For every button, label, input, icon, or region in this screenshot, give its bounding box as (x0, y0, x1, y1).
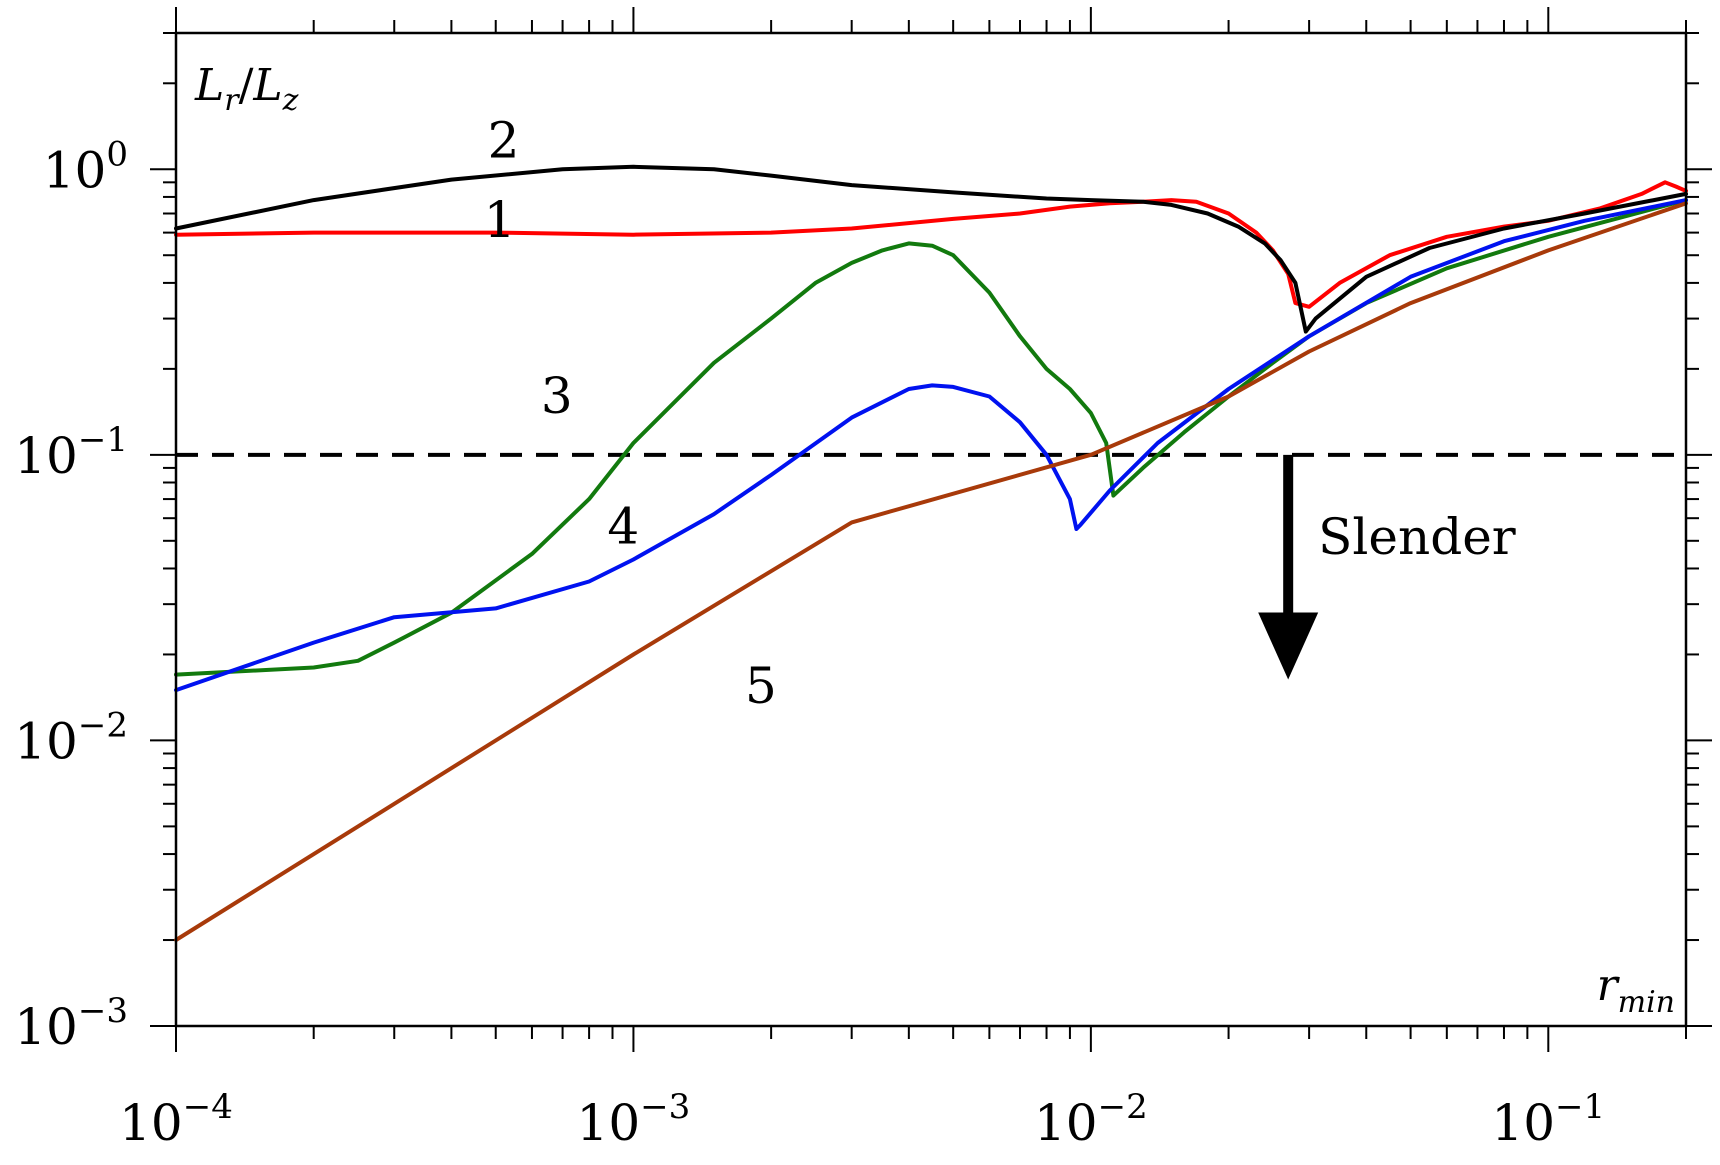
series-line-3 (174, 198, 1688, 677)
y-tick-label: 100 (43, 134, 128, 199)
y-tick-label: 10−3 (14, 991, 128, 1056)
series-label-3: 3 (541, 367, 573, 425)
slender-arrow-head (1258, 612, 1319, 680)
x-tick-label: 10−2 (1034, 1087, 1148, 1152)
series-label-5: 5 (745, 657, 777, 715)
series-labels: 1 2 3 4 5 (484, 111, 777, 715)
y-tick-label: 10−2 (14, 705, 128, 770)
plot-frame (174, 31, 1688, 1028)
slender-label: Slender (1318, 508, 1516, 566)
series-line-5 (174, 201, 1688, 942)
series-label-4: 4 (607, 497, 639, 555)
plot-border (174, 31, 1688, 1028)
y-axis-label: Lr/Lz (194, 60, 299, 118)
tick-marks (150, 7, 1712, 1052)
x-axis-label: rmin (1597, 960, 1675, 1020)
series-label-1: 1 (484, 191, 516, 249)
x-tick-label: 10−3 (577, 1087, 691, 1152)
series-lines (174, 164, 1688, 942)
series-line-2 (174, 164, 1688, 334)
slender-annotation: Slender (1258, 454, 1516, 680)
series-label-2: 2 (488, 111, 520, 169)
x-tick-label: 10−1 (1491, 1087, 1605, 1152)
tick-labels: 10−4 10−3 10−2 10−1 10−3 10−2 10−1 100 (14, 134, 1605, 1152)
x-tick-label: 10−4 (119, 1087, 233, 1152)
series-line-4 (174, 198, 1688, 693)
y-tick-label: 10−1 (14, 420, 128, 485)
